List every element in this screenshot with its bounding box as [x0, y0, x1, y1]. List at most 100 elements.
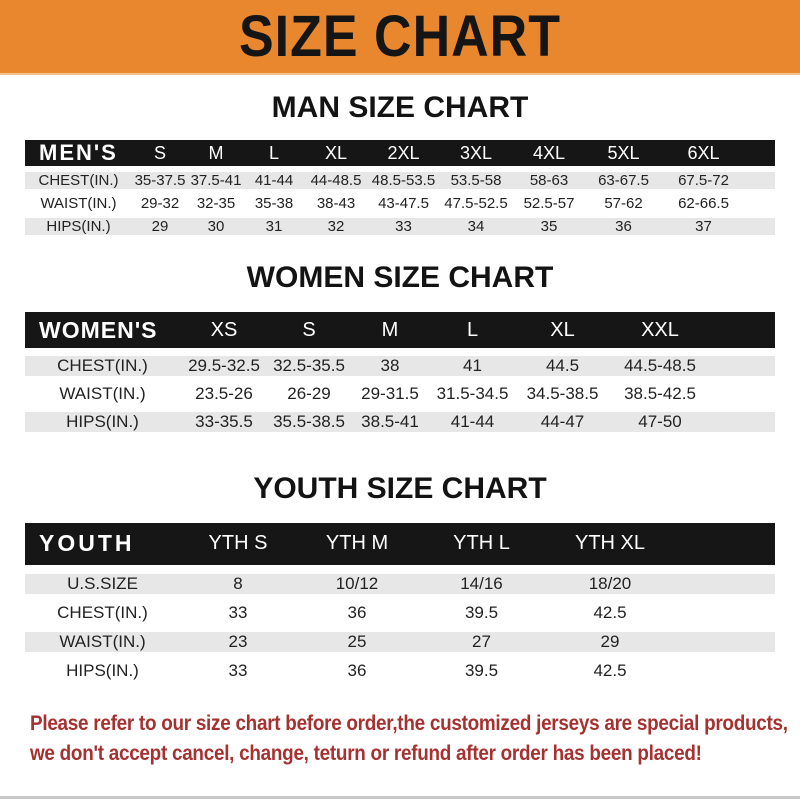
men-hips-row: HIPS(IN.) 29 30 31 32 33 34 35 36 37 [25, 215, 775, 235]
size-cell: 44.5-48.5 [624, 356, 696, 375]
size-cell: 42.5 [593, 602, 627, 622]
size-cell: 33 [228, 660, 248, 680]
size-cell: 38 [380, 356, 400, 375]
women-hips-row: HIPS(IN.) 33-35.5 35.5-38.5 38.5-41 41-4… [25, 408, 775, 432]
size-cell: 33 [395, 218, 412, 235]
size-cell: 29-31.5 [361, 384, 419, 403]
disclaimer-line-1: Please refer to our size chart before or… [30, 711, 788, 735]
men-chest-row: CHEST(IN.) 35-37.5 37.5-41 41-44 44-48.5… [25, 169, 775, 192]
women-chest-row: CHEST(IN.) 29.5-32.5 32.5-35.5 38 41 44.… [25, 352, 775, 380]
size-cell: 29.5-32.5 [188, 356, 260, 375]
size-cell: 53.5-58 [450, 172, 502, 189]
row-label: CHEST(IN.) [38, 172, 119, 189]
filler-cell [710, 352, 775, 380]
size-cell: 31 [265, 218, 283, 235]
size-cell: 14/16 [460, 573, 503, 593]
size-cell: 42.5 [593, 660, 627, 680]
women-size-table: WOMEN'S XS S M L XL XXL CHEST(IN.) 29.5-… [25, 312, 775, 432]
size-cell: 29-32 [140, 195, 180, 212]
men-size-header: 2XL [387, 142, 420, 163]
size-cell: 27 [472, 631, 491, 651]
size-cell: 37.5-41 [190, 172, 242, 189]
man-size-chart-heading: MAN SIZE CHART [271, 91, 529, 124]
size-cell: 36 [347, 660, 367, 680]
size-cell: 26-29 [287, 384, 331, 403]
row-label: WAIST(IN.) [40, 195, 117, 212]
youth-size-header: YTH S [208, 532, 268, 555]
size-cell: 8 [233, 573, 243, 593]
bottom-edge-divider [0, 796, 800, 799]
filler-cell [675, 569, 775, 598]
size-cell: 36 [615, 218, 632, 235]
size-cell: 35-37.5 [134, 172, 186, 189]
size-cell: 23.5-26 [195, 384, 253, 403]
women-waist-row: WAIST(IN.) 23.5-26 26-29 29-31.5 31.5-34… [25, 380, 775, 408]
filler-cell [710, 408, 775, 432]
size-cell: 37 [695, 218, 712, 235]
youth-header-row: YOUTH YTH S YTH M YTH L YTH XL [25, 523, 775, 569]
men-size-header: XL [324, 142, 348, 163]
filler-cell [745, 169, 775, 192]
size-cell: 39.5 [464, 602, 499, 622]
size-cell: 52.5-57 [523, 195, 575, 212]
row-label: HIPS(IN.) [66, 412, 139, 431]
size-cell: 33-35.5 [195, 412, 253, 431]
youth-size-header: YTH L [453, 532, 510, 555]
size-cell: 38-43 [316, 195, 356, 212]
size-cell: 29 [600, 631, 620, 651]
women-size-header: S [302, 318, 316, 341]
youth-corner-label: YOUTH [39, 530, 135, 557]
size-cell: 10/12 [335, 573, 379, 593]
size-cell: 39.5 [464, 660, 499, 680]
size-cell: 47-50 [638, 412, 682, 431]
size-cell: 32 [327, 218, 345, 235]
size-cell: 47.5-52.5 [444, 195, 508, 212]
row-label: HIPS(IN.) [46, 218, 111, 235]
size-cell: 34 [467, 218, 485, 235]
size-cell: 35.5-38.5 [273, 412, 345, 431]
size-cell: 58-63 [529, 172, 569, 189]
youth-hips-row: HIPS(IN.) 33 36 39.5 42.5 [25, 656, 775, 681]
youth-size-chart-heading: YOUTH SIZE CHART [253, 472, 547, 505]
size-cell: 34.5-38.5 [526, 384, 599, 403]
size-cell: 43-47.5 [378, 195, 429, 212]
youth-waist-row: WAIST(IN.) 23 25 27 29 [25, 627, 775, 656]
youth-ussize-row: U.S.SIZE 8 10/12 14/16 18/20 [25, 569, 775, 598]
women-size-header: M [381, 318, 399, 341]
filler-cell [710, 380, 775, 408]
banner-title: SIZE CHART [239, 4, 561, 69]
size-cell: 41-44 [254, 172, 294, 189]
header-filler [710, 312, 775, 352]
size-cell: 25 [347, 631, 367, 651]
men-size-header: L [268, 142, 279, 163]
size-cell: 48.5-53.5 [371, 172, 436, 189]
header-filler [745, 140, 775, 169]
size-cell: 57-62 [604, 195, 643, 212]
women-size-header: XS [210, 318, 238, 341]
filler-cell [675, 656, 775, 681]
size-cell: 33 [228, 602, 248, 622]
men-size-header: S [153, 142, 166, 163]
size-cell: 29 [151, 218, 169, 235]
size-cell: 44.5 [545, 356, 580, 375]
filler-cell [745, 215, 775, 235]
size-cell: 63-67.5 [598, 172, 649, 189]
women-corner-label: WOMEN'S [39, 316, 158, 343]
size-cell: 62-66.5 [678, 195, 729, 212]
women-size-header: XL [550, 318, 575, 341]
row-label: U.S.SIZE [67, 573, 138, 593]
size-cell: 38.5-41 [361, 412, 419, 431]
men-size-header: 3XL [459, 142, 493, 163]
row-label: CHEST(IN.) [57, 602, 148, 622]
row-label: HIPS(IN.) [66, 660, 139, 680]
size-cell: 41 [463, 356, 482, 375]
size-cell: 30 [207, 218, 225, 235]
size-cell: 36 [347, 602, 367, 622]
youth-chest-row: CHEST(IN.) 33 36 39.5 42.5 [25, 598, 775, 627]
youth-size-header: YTH XL [574, 532, 646, 555]
men-size-table: MEN'S S M L XL 2XL 3XL 4XL 5XL 6XL CHEST… [25, 140, 775, 235]
men-header-row: MEN'S S M L XL 2XL 3XL 4XL 5XL 6XL [25, 140, 775, 169]
size-cell: 44-47 [540, 412, 585, 431]
size-cell: 31.5-34.5 [436, 384, 509, 403]
size-cell: 18/20 [588, 573, 632, 593]
